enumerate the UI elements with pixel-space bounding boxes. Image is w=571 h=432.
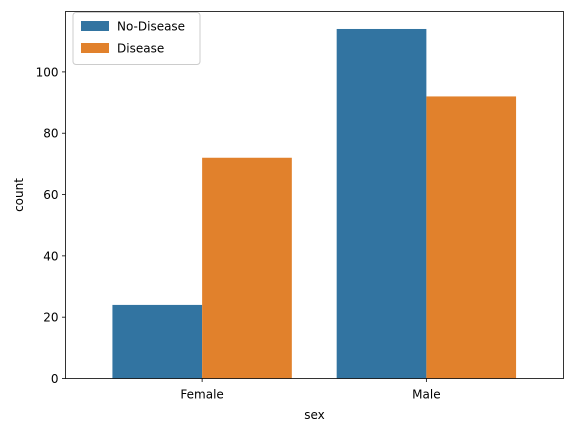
- y-tick-label: 20: [43, 311, 58, 325]
- legend-label-disease: Disease: [117, 42, 164, 56]
- bar-no-disease-female: [112, 304, 203, 379]
- legend-swatch-disease: [81, 43, 109, 53]
- y-tick-label: 0: [51, 372, 59, 386]
- plot-frame: [65, 11, 564, 379]
- x-tick-label-male: Male: [412, 388, 440, 402]
- bars-group: [112, 28, 517, 379]
- bar-disease-female: [202, 157, 292, 379]
- y-tick-label: 40: [43, 249, 58, 263]
- legend-label-no-disease: No-Disease: [117, 20, 185, 34]
- bar-disease-male: [426, 96, 517, 379]
- y-axis: 0 20 40 60 80 100: [36, 65, 66, 386]
- x-tick-label-female: Female: [180, 388, 223, 402]
- legend-swatch-no-disease: [81, 21, 109, 31]
- y-tick-label: 100: [36, 65, 59, 79]
- bar-no-disease-male: [336, 28, 427, 379]
- x-axis-label: sex: [304, 408, 325, 422]
- y-axis-label: count: [12, 178, 26, 212]
- y-tick-label: 80: [43, 127, 58, 141]
- legend: No-Disease Disease: [72, 12, 201, 65]
- x-axis: Female Male: [180, 378, 441, 402]
- y-tick-label: 60: [43, 188, 58, 202]
